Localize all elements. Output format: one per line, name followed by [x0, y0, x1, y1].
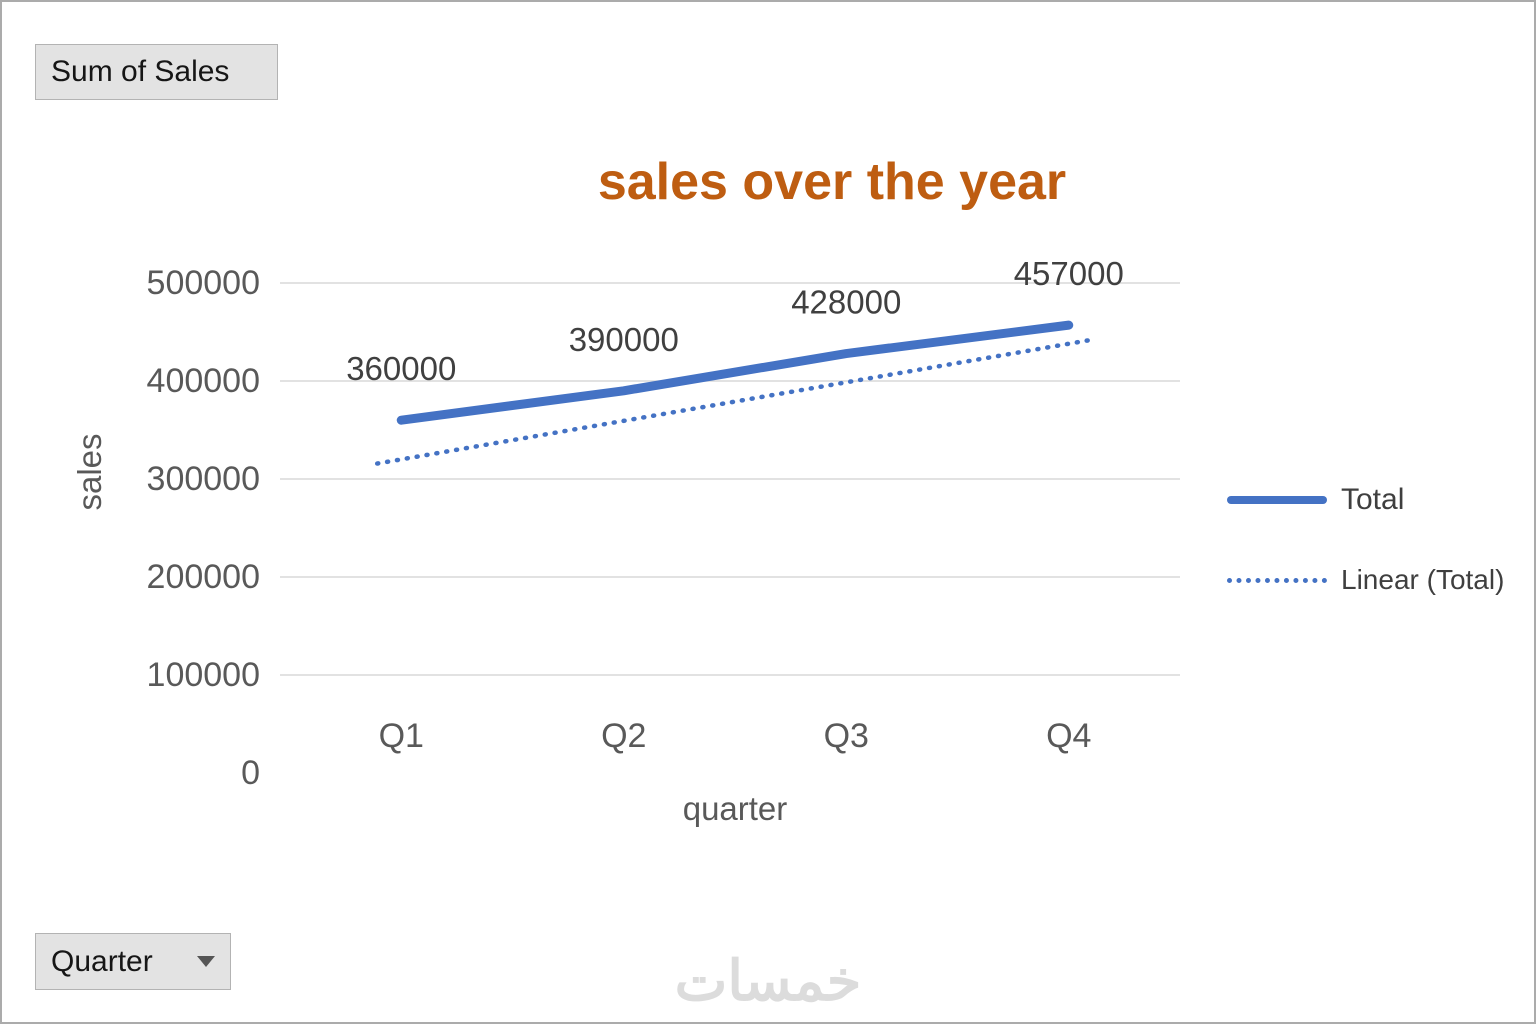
y-axis-tick-label: 200000	[147, 558, 260, 596]
data-label: 457000	[1014, 255, 1124, 292]
chart-title: sales over the year	[597, 153, 1067, 211]
series-line-total	[396, 320, 1074, 425]
y-axis-tick-label: 300000	[147, 460, 260, 498]
axis-field-button[interactable]: Quarter	[35, 933, 231, 990]
chart-legend: Total Linear (Total)	[1227, 482, 1504, 598]
legend-dotted-line-icon	[1227, 577, 1327, 583]
value-field-button[interactable]: Sum of Sales	[35, 44, 278, 100]
y-axis-tick-label: 100000	[147, 656, 260, 694]
legend-label-total: Total	[1341, 483, 1405, 516]
legend-item-linear-total[interactable]: Linear (Total)	[1227, 562, 1504, 598]
x-axis-tick-label: Q2	[601, 717, 646, 755]
data-label: 390000	[569, 321, 679, 358]
legend-solid-line-icon	[1227, 496, 1327, 504]
y-axis-tick-label: 400000	[147, 362, 260, 400]
x-axis-tick-label: Q4	[1046, 717, 1091, 755]
legend-item-total[interactable]: Total	[1227, 482, 1504, 518]
x-axis-tick-label: Q1	[379, 717, 424, 755]
x-axis-title: quarter	[682, 790, 788, 827]
trendline-linear-total	[375, 337, 1095, 466]
data-label: 360000	[346, 350, 456, 387]
y-axis-tick-label: 0	[241, 754, 260, 792]
dropdown-arrow-icon	[197, 956, 215, 967]
value-field-label: Sum of Sales	[51, 55, 230, 88]
data-label: 428000	[791, 284, 901, 321]
legend-label-linear-total: Linear (Total)	[1341, 564, 1505, 595]
y-axis-tick-label: 500000	[147, 264, 260, 302]
watermark-text: خمسات	[674, 949, 862, 1012]
axis-field-label: Quarter	[51, 944, 153, 978]
x-axis-tick-label: Q3	[824, 717, 869, 755]
